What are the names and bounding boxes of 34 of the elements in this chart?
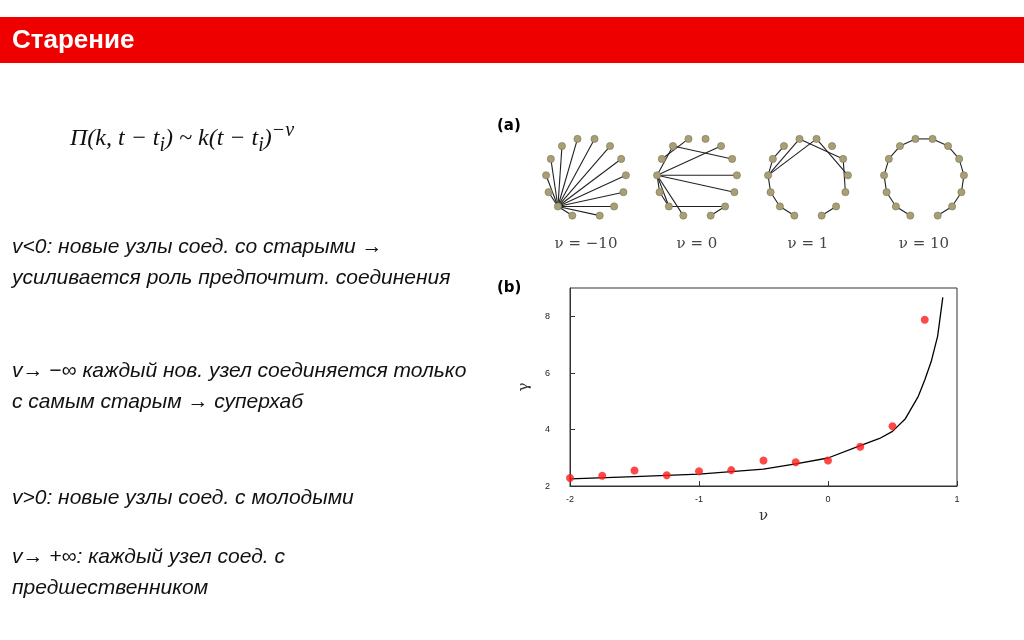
y-tick-label: 2: [544, 481, 550, 491]
text: v>0: новые узлы соед. с молодыми: [12, 485, 354, 508]
y-axis-title: γ: [513, 382, 532, 392]
point: [566, 474, 574, 483]
point: [727, 466, 736, 475]
text: v<0: новые узлы соед. со старыми → усиливается роль предпочтит. соединения: [12, 234, 451, 288]
text: ν = 1: [786, 234, 830, 252]
point: [920, 315, 929, 324]
y-tick-label: 6: [544, 367, 550, 378]
text: ν = 10: [897, 234, 951, 252]
point: [695, 467, 703, 476]
point: [888, 422, 897, 431]
text: (a): [497, 116, 521, 134]
point: [662, 471, 671, 480]
point: [759, 456, 768, 465]
text: Π(k, t − t$_{i}$) ~ k(t − t$_{i}$)$^{−ν}$: [70, 118, 295, 155]
y-tick-label: 4: [544, 424, 550, 435]
text: v→ −∞ каждый нов. узел соединяется только с самым старым → суперхаб: [12, 358, 467, 412]
point: [791, 458, 800, 467]
x-tick-label: -1: [694, 493, 704, 504]
x-tick-label: 1: [954, 493, 960, 504]
x-tick-label: 0: [825, 493, 831, 504]
y-tick-label: 8: [544, 311, 550, 322]
text: ν = 0: [675, 234, 719, 252]
text: (b): [497, 278, 522, 296]
point: [630, 466, 639, 475]
point: [824, 456, 832, 465]
point: [598, 471, 607, 480]
x-tick-label: -2: [565, 493, 575, 504]
point: [856, 442, 865, 451]
text: v→ +∞: каждый узел соед. с предшественником: [12, 544, 285, 598]
text: ν = −10: [553, 234, 619, 252]
text: Старение: [12, 24, 135, 55]
x-axis-title: ν: [758, 506, 769, 525]
